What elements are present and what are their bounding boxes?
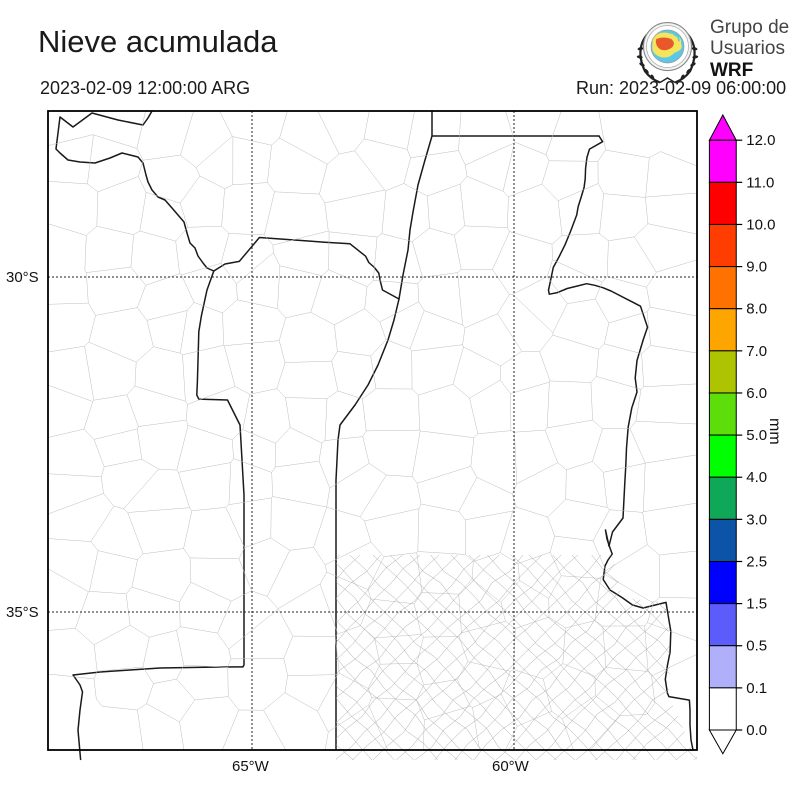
svg-text:11.0: 11.0 [746,174,774,191]
svg-text:5.0: 5.0 [746,427,767,444]
svg-text:0.1: 0.1 [746,680,767,697]
svg-text:4.0: 4.0 [746,469,767,486]
svg-text:6.0: 6.0 [746,385,767,402]
svg-text:0.5: 0.5 [746,638,767,655]
svg-text:1.5: 1.5 [746,596,767,613]
svg-text:7.0: 7.0 [746,343,767,360]
svg-text:8.0: 8.0 [746,301,767,318]
svg-text:10.0: 10.0 [746,216,775,233]
svg-text:9.0: 9.0 [746,259,767,276]
svg-text:0.0: 0.0 [746,722,767,739]
svg-text:3.0: 3.0 [746,511,767,528]
svg-text:2.5: 2.5 [746,553,767,570]
svg-text:12.0: 12.0 [746,132,775,149]
